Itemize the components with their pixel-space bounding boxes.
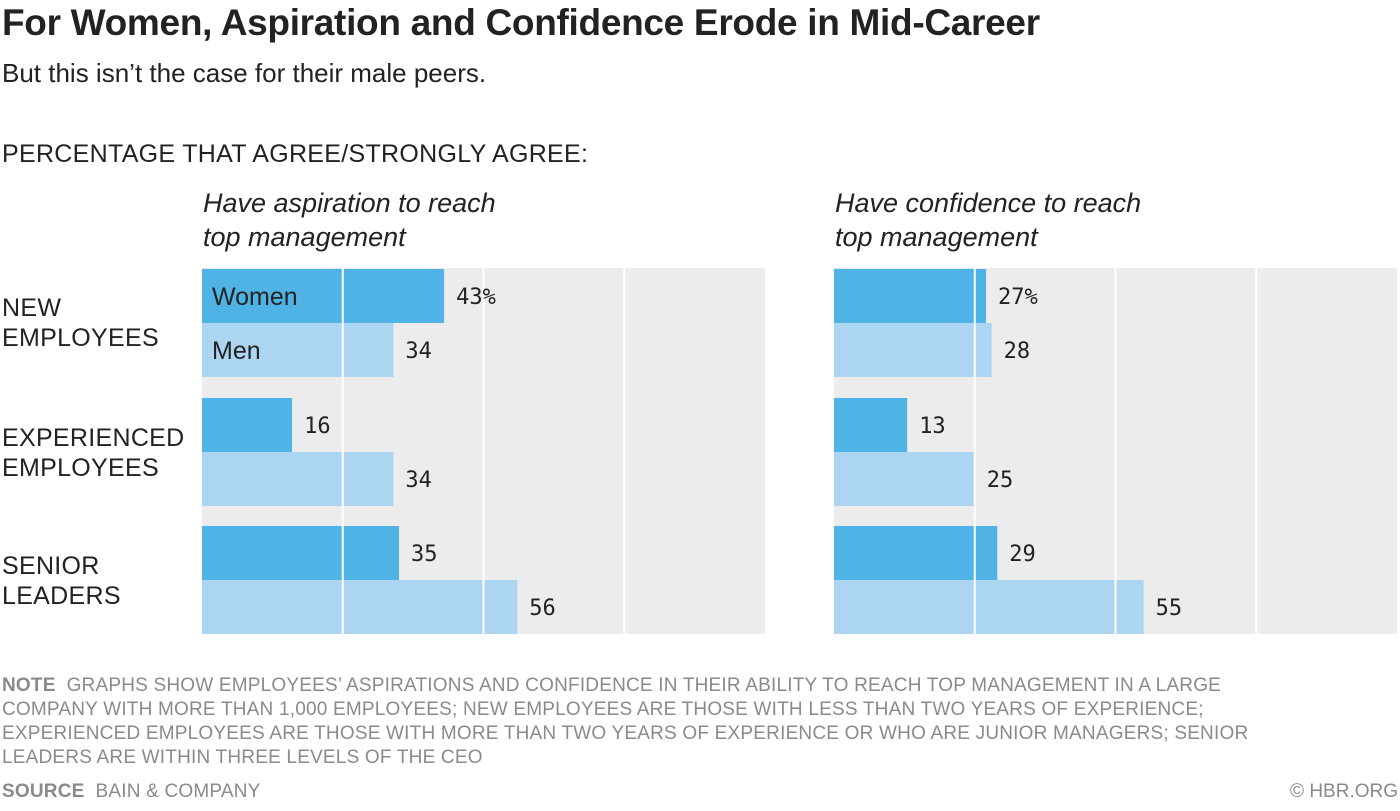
bar-men-experienced-employees bbox=[202, 452, 394, 506]
bar-women-senior-leaders bbox=[202, 526, 400, 580]
panel-title-line2: top management bbox=[203, 222, 406, 252]
bar-men-senior-leaders bbox=[834, 580, 1144, 634]
value-label-men-experienced-employees: 25 bbox=[987, 468, 1014, 493]
legend-label-men: Men bbox=[212, 337, 261, 365]
credit: © HBR.ORG bbox=[1290, 781, 1398, 802]
category-label-line2: LEADERS bbox=[2, 582, 121, 610]
value-label-men-new-employees: 34 bbox=[405, 339, 432, 364]
value-label-women-new-employees: 43% bbox=[456, 285, 496, 310]
bar-women-experienced-employees bbox=[202, 398, 293, 452]
value-label-women-senior-leaders: 35 bbox=[411, 542, 438, 567]
category-label-line1: EXPERIENCED bbox=[2, 424, 185, 452]
category-label-line2: EMPLOYEES bbox=[2, 324, 159, 352]
panel-title-line1: Have confidence to reach bbox=[835, 188, 1142, 218]
category-label-experienced-employees: EXPERIENCED EMPLOYEES bbox=[2, 423, 185, 483]
panel-title-confidence: Have confidence to reach top management bbox=[835, 186, 1141, 254]
chart-source: SOURCE BAIN & COMPANY bbox=[2, 781, 261, 803]
category-label-line1: SENIOR bbox=[2, 552, 100, 580]
panel-title-line1: Have aspiration to reach bbox=[203, 188, 496, 218]
value-label-men-new-employees: 28 bbox=[1004, 339, 1031, 364]
bar-women-new-employees bbox=[202, 269, 445, 323]
bar-men-senior-leaders bbox=[202, 580, 518, 634]
confidence-panel: 27% 13 29 28 25 55 bbox=[834, 268, 1397, 634]
value-label-men-senior-leaders: 56 bbox=[529, 596, 556, 621]
chart-title: For Women, Aspiration and Confidence Ero… bbox=[2, 2, 1040, 43]
value-label-men-senior-leaders: 55 bbox=[1156, 596, 1183, 621]
value-label-men-experienced-employees: 34 bbox=[405, 468, 432, 493]
value-label-women-senior-leaders: 29 bbox=[1009, 542, 1036, 567]
bar-women-experienced-employees bbox=[834, 398, 908, 452]
chart-subtitle: But this isn’t the case for their male p… bbox=[2, 58, 487, 88]
bar-women-senior-leaders bbox=[834, 526, 998, 580]
bar-men-new-employees bbox=[834, 323, 992, 377]
note-label: NOTE bbox=[2, 675, 56, 696]
panel-title-line2: top management bbox=[835, 222, 1038, 252]
value-label-women-experienced-employees: 13 bbox=[919, 414, 946, 439]
source-label: SOURCE bbox=[2, 781, 85, 802]
chart-note: NOTE GRAPHS SHOW EMPLOYEES’ ASPIRATIONS … bbox=[2, 674, 1262, 770]
note-text: GRAPHS SHOW EMPLOYEES’ ASPIRATIONS AND C… bbox=[2, 675, 1249, 768]
category-label-new-employees: NEW EMPLOYEES bbox=[2, 293, 159, 353]
value-label-women-experienced-employees: 16 bbox=[304, 414, 331, 439]
source-text: BAIN & COMPANY bbox=[95, 781, 261, 802]
category-label-line1: NEW bbox=[2, 294, 62, 322]
category-label-line2: EMPLOYEES bbox=[2, 454, 159, 482]
bar-men-new-employees bbox=[202, 323, 394, 377]
aspiration-panel: 43% 16 35 34 34 56 Women Men bbox=[202, 268, 765, 634]
category-label-senior-leaders: SENIOR LEADERS bbox=[2, 551, 121, 611]
bar-men-experienced-employees bbox=[834, 452, 975, 506]
panel-title-aspiration: Have aspiration to reach top management bbox=[203, 186, 496, 254]
measure-label: PERCENTAGE THAT AGREE/STRONGLY AGREE: bbox=[2, 140, 589, 168]
value-label-women-new-employees: 27% bbox=[998, 285, 1038, 310]
bar-women-new-employees bbox=[834, 269, 987, 323]
legend-label-women: Women bbox=[212, 283, 298, 311]
